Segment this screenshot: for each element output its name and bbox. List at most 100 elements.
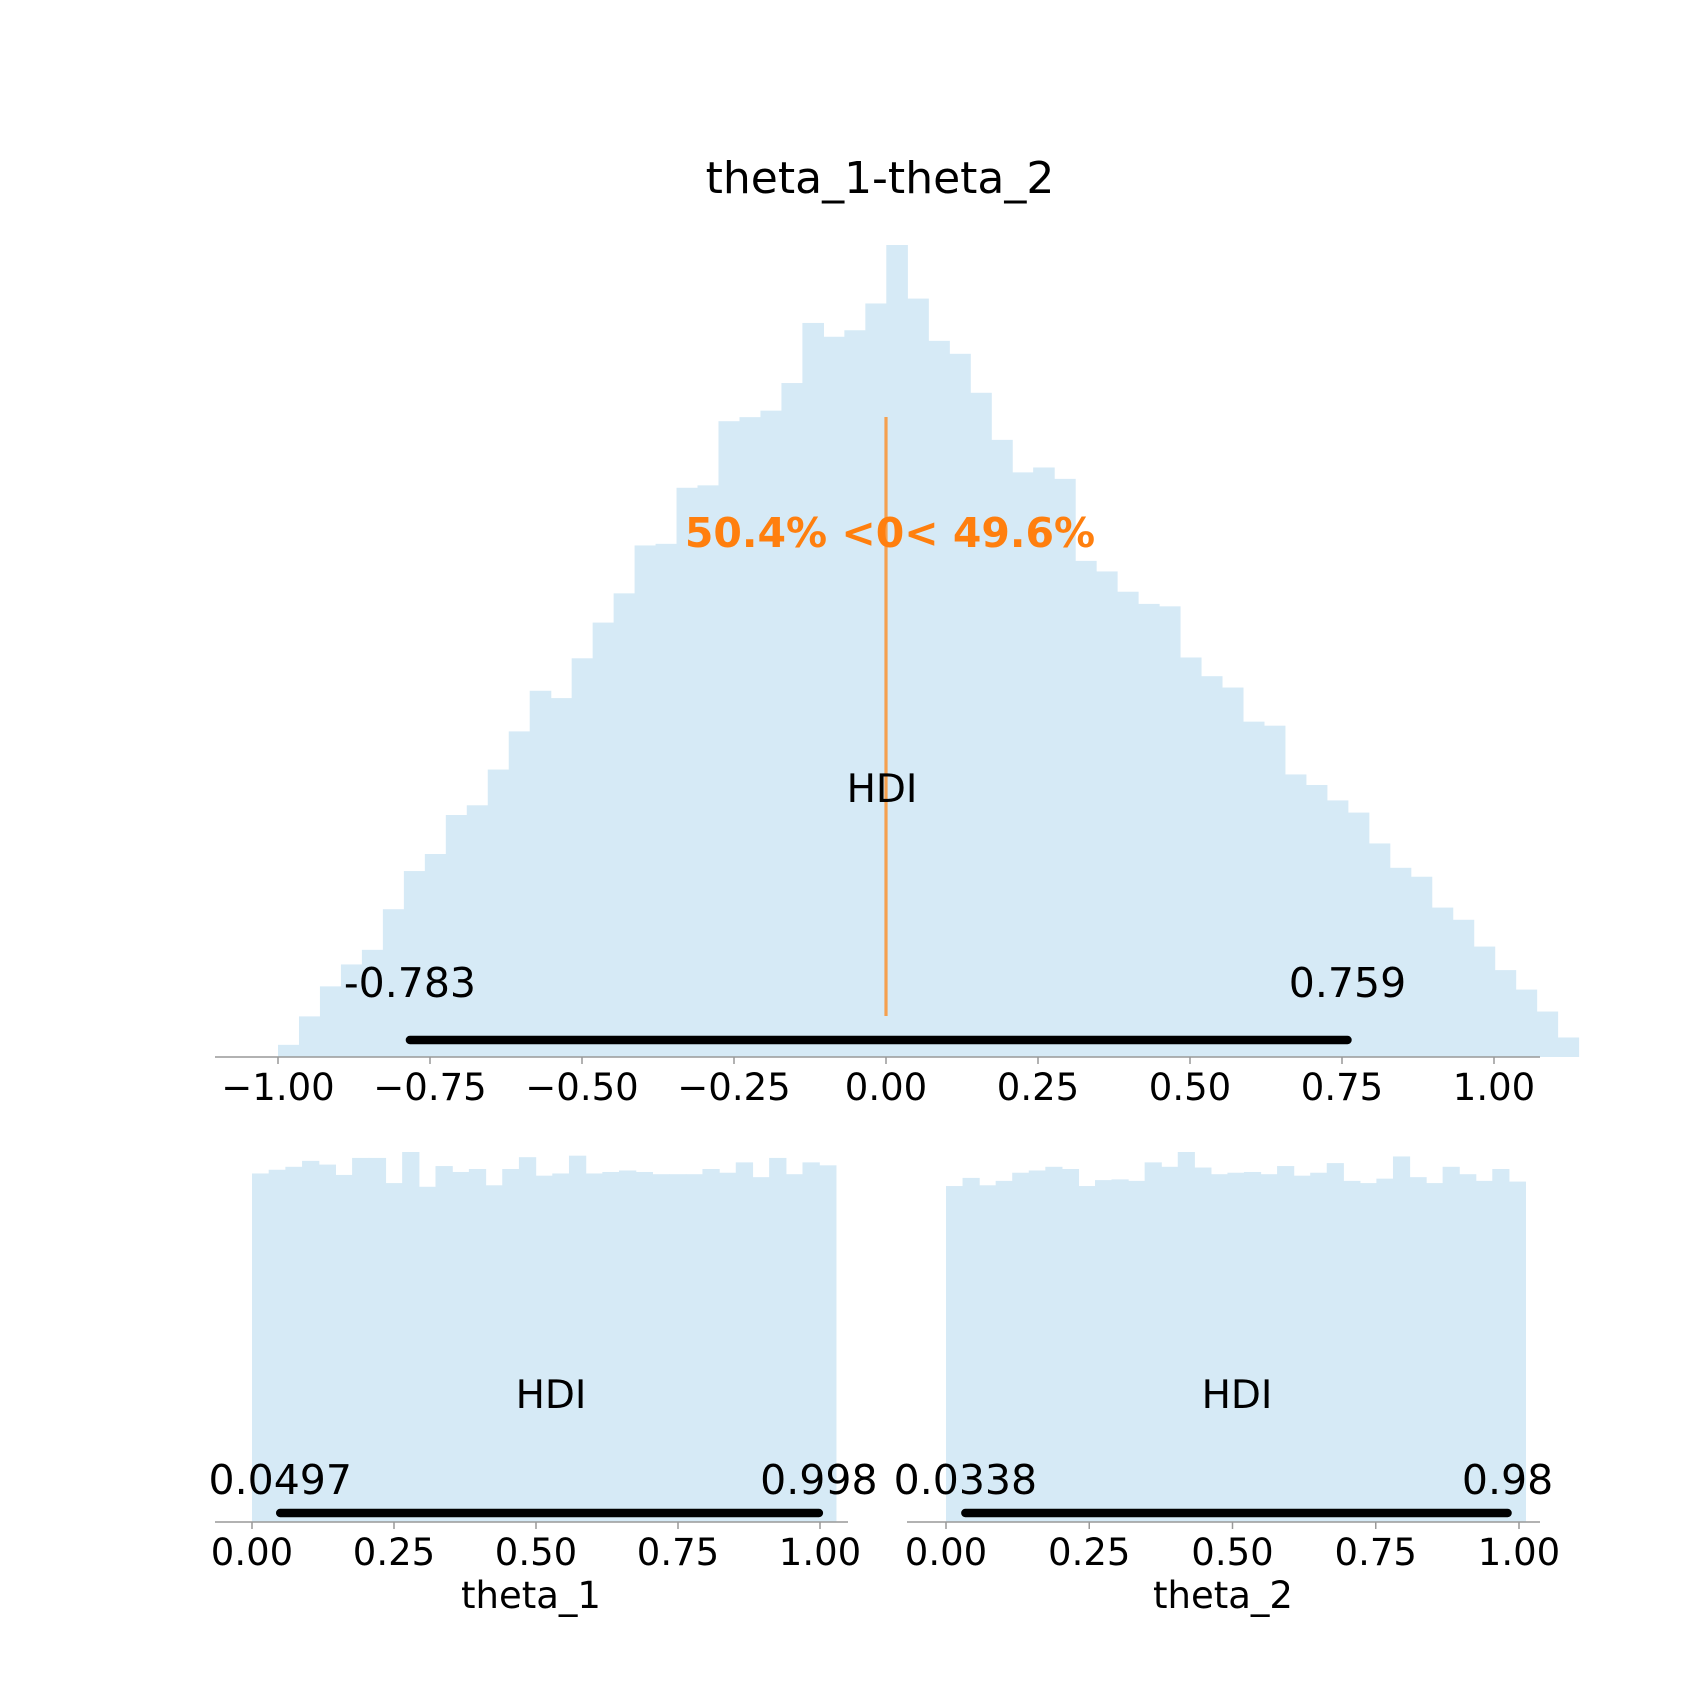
histogram-bar bbox=[1260, 1174, 1278, 1522]
histogram-bar bbox=[1452, 919, 1475, 1057]
hdi-label: HDI bbox=[516, 1373, 587, 1418]
histogram-bar bbox=[946, 1186, 964, 1522]
x-tick-label: 0.50 bbox=[1191, 1531, 1273, 1574]
histogram-bar bbox=[485, 1185, 503, 1522]
histogram-bar bbox=[1492, 1169, 1510, 1522]
histogram-bar bbox=[739, 417, 762, 1057]
histogram-bar bbox=[886, 245, 908, 1057]
histogram-bar bbox=[907, 298, 929, 1058]
x-axis: 0.00 0.25 0.50 0.75 1.00 bbox=[905, 1521, 1560, 1574]
histogram-bar bbox=[402, 1152, 420, 1522]
x-tick-label: 0.50 bbox=[495, 1531, 577, 1574]
histogram-bar bbox=[508, 731, 531, 1057]
histogram-bar bbox=[1128, 1180, 1146, 1522]
histogram-bar bbox=[278, 1044, 300, 1057]
x-tick-label: 0.00 bbox=[845, 1066, 927, 1109]
histogram-bar bbox=[697, 485, 720, 1058]
histogram-bar bbox=[1096, 571, 1118, 1057]
histogram-bar bbox=[1277, 1166, 1295, 1522]
histogram-bar bbox=[468, 1169, 487, 1522]
x-tick-label: 1.00 bbox=[779, 1531, 861, 1574]
histogram-bar bbox=[823, 336, 845, 1057]
histogram-bar bbox=[602, 1171, 620, 1522]
histogram-bar bbox=[1033, 467, 1055, 1057]
histogram-bar bbox=[335, 1174, 353, 1522]
histogram-bar bbox=[1431, 907, 1454, 1057]
histogram-bar bbox=[802, 1162, 820, 1522]
histogram-bar bbox=[718, 421, 741, 1057]
histogram-bar bbox=[1376, 1178, 1394, 1522]
histogram-bar bbox=[1409, 1177, 1427, 1522]
histogram-bar bbox=[676, 487, 699, 1057]
histogram-bar bbox=[352, 1157, 370, 1522]
histogram-bar bbox=[669, 1174, 687, 1522]
x-axis-label: theta_1 bbox=[461, 1574, 601, 1617]
histogram-bar bbox=[1475, 1180, 1493, 1522]
x-tick-label: 0.00 bbox=[905, 1531, 987, 1574]
histogram-bar bbox=[424, 854, 447, 1057]
histogram-bar bbox=[1326, 800, 1349, 1057]
histogram-bar bbox=[361, 949, 384, 1057]
x-tick-label: 0.00 bbox=[211, 1531, 293, 1574]
histogram-bar bbox=[1410, 876, 1433, 1057]
x-tick-label: −0.75 bbox=[373, 1066, 486, 1109]
histogram-bar bbox=[1473, 946, 1496, 1057]
histogram-bar bbox=[962, 1177, 980, 1522]
histogram-bar bbox=[418, 1186, 437, 1522]
histogram-bar bbox=[1343, 1180, 1361, 1522]
x-axis: 0.00 0.25 0.50 0.75 1.00 bbox=[211, 1521, 861, 1574]
histogram-bar bbox=[1012, 1172, 1030, 1522]
panel-theta-diff: theta_1-theta_2 HDI -0.783 0.759 −1.00 −0.… bbox=[215, 153, 1580, 1109]
histogram-bar bbox=[1284, 774, 1307, 1057]
histogram-bar bbox=[1426, 1183, 1444, 1522]
histogram-bar bbox=[502, 1169, 520, 1522]
histogram-bar bbox=[1221, 687, 1244, 1057]
histogram-bar bbox=[819, 1165, 837, 1522]
histogram-bar bbox=[1326, 1163, 1344, 1522]
histogram-bar bbox=[702, 1169, 720, 1522]
histogram-bar bbox=[652, 1174, 670, 1522]
histogram-bar bbox=[1158, 606, 1181, 1057]
histogram-bar bbox=[613, 593, 636, 1057]
histogram-bar bbox=[535, 1175, 553, 1522]
panel-theta-2: HDI 0.0338 0.98 0.00 0.25 0.50 0.75 1.00 thet… bbox=[894, 1152, 1560, 1617]
histogram-bar bbox=[571, 658, 594, 1057]
histogram-bar bbox=[979, 1185, 997, 1522]
histogram-bar bbox=[1243, 1171, 1262, 1522]
histogram-bar bbox=[655, 543, 678, 1057]
histogram-bar bbox=[635, 1171, 653, 1522]
histogram-bar bbox=[1200, 676, 1223, 1057]
histogram-bar bbox=[760, 410, 783, 1057]
histogram-bar bbox=[1054, 478, 1076, 1057]
hdi-label: HDI bbox=[1202, 1373, 1273, 1418]
histogram-bar bbox=[1392, 1156, 1411, 1522]
x-tick-label: 0.25 bbox=[997, 1066, 1079, 1109]
histogram-bar bbox=[1263, 725, 1286, 1057]
hdi-low-value: -0.783 bbox=[344, 959, 476, 1007]
histogram-bar bbox=[1494, 970, 1517, 1057]
histogram-bar bbox=[1368, 843, 1391, 1057]
hdi-high-value: 0.759 bbox=[1289, 959, 1406, 1007]
histogram-bar bbox=[1012, 472, 1034, 1057]
histogram-bar bbox=[1227, 1172, 1245, 1522]
hdi-interval: 0.0338 0.98 bbox=[894, 1456, 1553, 1518]
histogram-bar bbox=[1161, 1166, 1179, 1522]
histogram-bar bbox=[752, 1177, 770, 1522]
histogram-bar bbox=[928, 340, 950, 1057]
histogram-bar bbox=[1094, 1180, 1113, 1522]
histogram-bar bbox=[1242, 721, 1265, 1057]
histogram-bar bbox=[1144, 1162, 1162, 1522]
histogram-bar bbox=[995, 1180, 1013, 1522]
histogram-bar bbox=[685, 1174, 704, 1522]
histogram-bar bbox=[568, 1155, 587, 1522]
histogram-bar bbox=[340, 964, 363, 1057]
histogram-bar bbox=[865, 303, 887, 1058]
x-tick-label: −0.50 bbox=[525, 1066, 638, 1109]
histogram-bar bbox=[1442, 1166, 1460, 1522]
histogram-bar bbox=[252, 1173, 270, 1522]
histogram-bar bbox=[1194, 1167, 1212, 1522]
histogram-bar bbox=[368, 1157, 387, 1522]
histogram-bar bbox=[781, 383, 803, 1057]
histogram-bar bbox=[1078, 1186, 1096, 1522]
histogram-bar bbox=[592, 622, 615, 1057]
